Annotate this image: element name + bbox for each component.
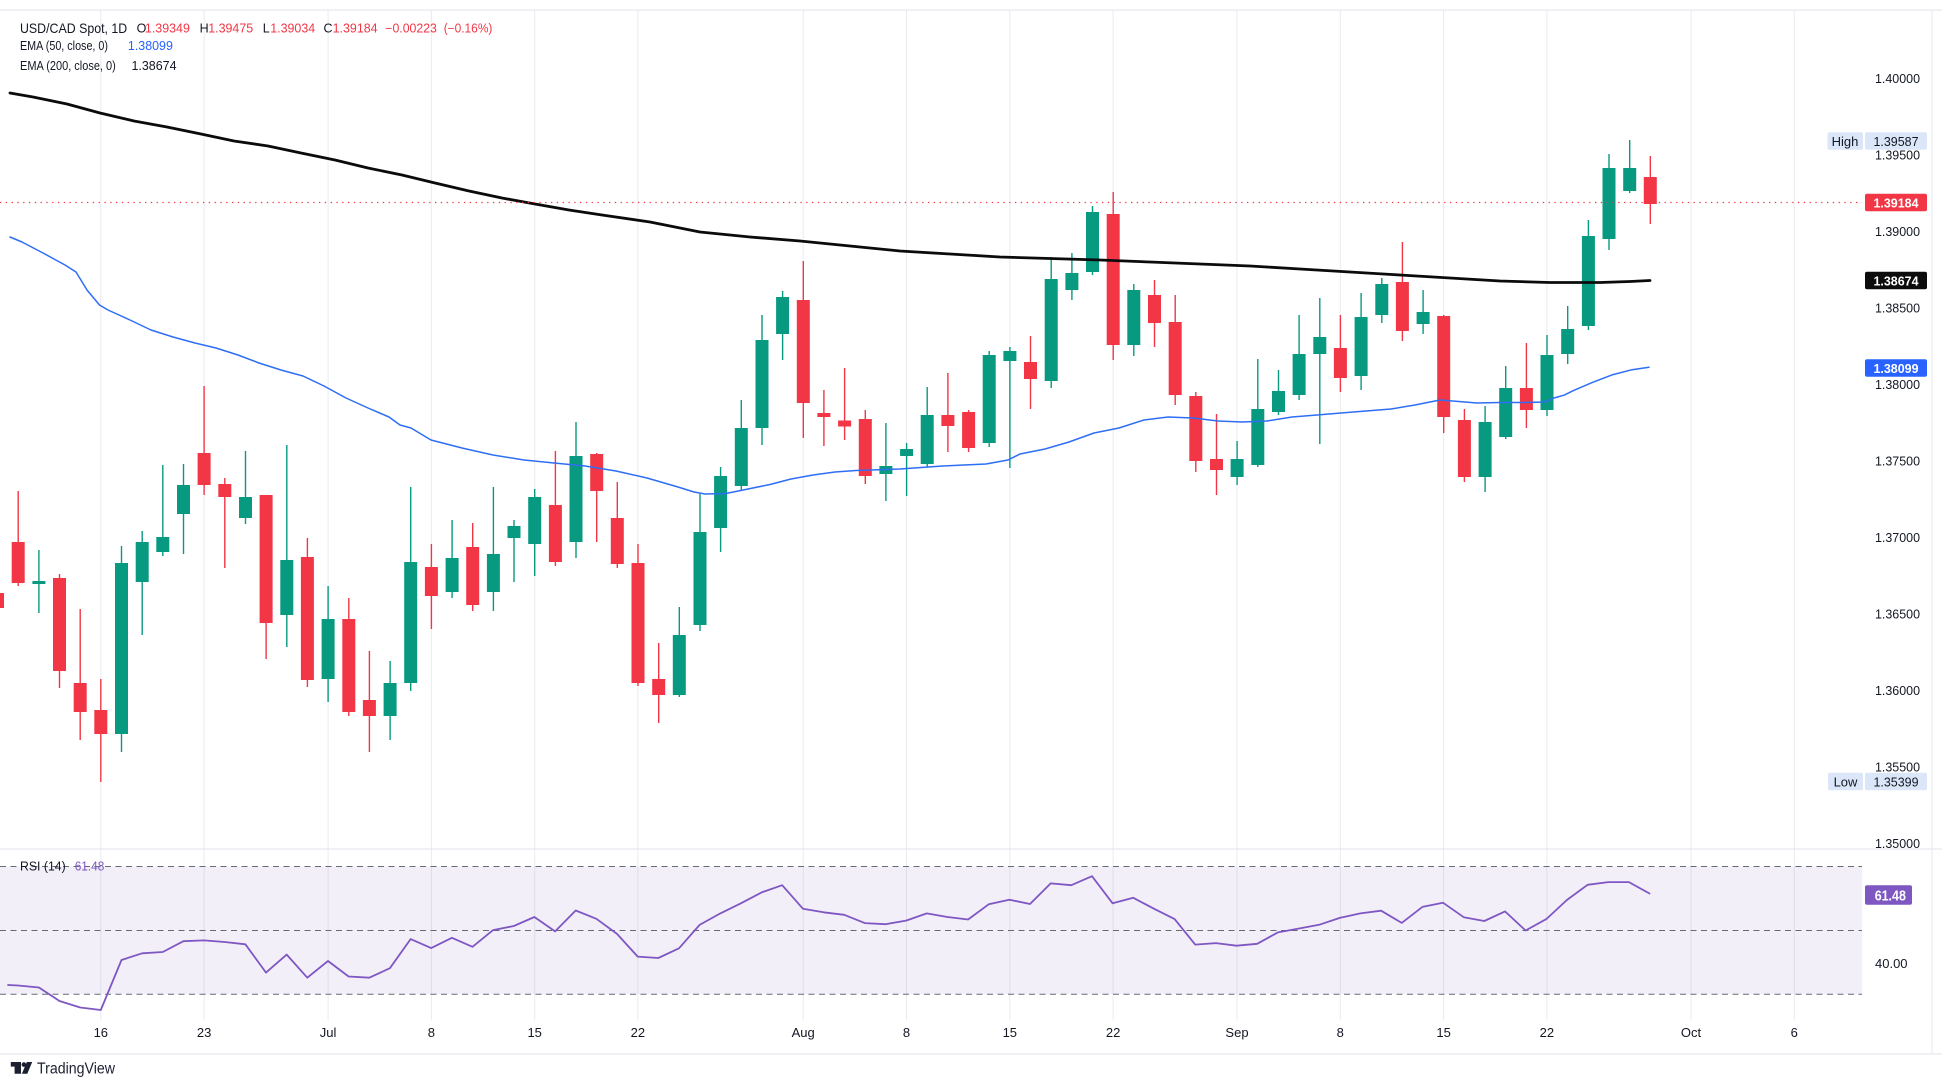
svg-text:1.35399: 1.35399 (1874, 774, 1919, 789)
svg-text:1.39000: 1.39000 (1875, 224, 1920, 239)
svg-text:1.40000: 1.40000 (1875, 71, 1920, 86)
svg-text:40.00: 40.00 (1875, 956, 1908, 971)
svg-text:RSI (14): RSI (14) (20, 860, 66, 874)
svg-text:23: 23 (197, 1025, 211, 1040)
svg-text:1.38000: 1.38000 (1875, 377, 1920, 392)
svg-text:22: 22 (1106, 1025, 1120, 1040)
svg-text:8: 8 (903, 1025, 910, 1040)
svg-text:USD/CAD Spot, 1D: USD/CAD Spot, 1D (20, 20, 127, 36)
svg-text:1.39034: 1.39034 (270, 22, 315, 36)
svg-text:15: 15 (1436, 1025, 1450, 1040)
svg-text:EMA (50, close, 0): EMA (50, close, 0) (20, 39, 108, 53)
svg-text:1.39349: 1.39349 (145, 22, 190, 36)
svg-text:Oct: Oct (1681, 1025, 1702, 1040)
svg-text:Sep: Sep (1225, 1025, 1248, 1040)
svg-text:1.37500: 1.37500 (1875, 453, 1920, 468)
svg-text:1.38674: 1.38674 (1874, 273, 1920, 288)
svg-text:(−0.16%): (−0.16%) (444, 22, 493, 36)
svg-text:6: 6 (1791, 1025, 1798, 1040)
svg-text:1.39184: 1.39184 (1874, 195, 1920, 210)
svg-text:1.38099: 1.38099 (128, 39, 173, 53)
svg-text:EMA (200, close, 0): EMA (200, close, 0) (20, 59, 116, 73)
svg-text:15: 15 (1003, 1025, 1017, 1040)
svg-text:High: High (1832, 134, 1859, 149)
svg-text:1.38500: 1.38500 (1875, 300, 1920, 315)
svg-text:C: C (324, 22, 333, 36)
svg-text:1.35500: 1.35500 (1875, 759, 1920, 774)
svg-text:H: H (200, 22, 209, 36)
svg-text:1.35000: 1.35000 (1875, 836, 1920, 851)
svg-text:61.48: 61.48 (1875, 888, 1906, 904)
svg-text:1.39500: 1.39500 (1875, 147, 1920, 162)
svg-text:TradingView: TradingView (37, 1061, 116, 1078)
svg-text:1.37000: 1.37000 (1875, 530, 1920, 545)
svg-text:−0.00223: −0.00223 (385, 22, 437, 36)
svg-text:1.39475: 1.39475 (208, 22, 253, 36)
svg-text:1.36500: 1.36500 (1875, 606, 1920, 621)
svg-text:L: L (263, 22, 270, 36)
svg-text:22: 22 (1540, 1025, 1554, 1040)
svg-text:22: 22 (631, 1025, 645, 1040)
svg-text:Low: Low (1834, 774, 1858, 789)
svg-text:15: 15 (527, 1025, 541, 1040)
svg-text:Aug: Aug (792, 1025, 815, 1040)
svg-text:O: O (137, 22, 147, 36)
svg-text:1.38099: 1.38099 (1874, 361, 1919, 376)
svg-text:16: 16 (94, 1025, 108, 1040)
svg-text:1.39184: 1.39184 (333, 22, 378, 36)
svg-text:1.36000: 1.36000 (1875, 683, 1920, 698)
svg-text:1.39587: 1.39587 (1874, 134, 1919, 149)
svg-text:Jul: Jul (320, 1025, 337, 1040)
svg-text:1.38674: 1.38674 (132, 59, 177, 73)
svg-text:8: 8 (1337, 1025, 1344, 1040)
svg-text:8: 8 (428, 1025, 435, 1040)
svg-text:61.48: 61.48 (75, 860, 105, 874)
